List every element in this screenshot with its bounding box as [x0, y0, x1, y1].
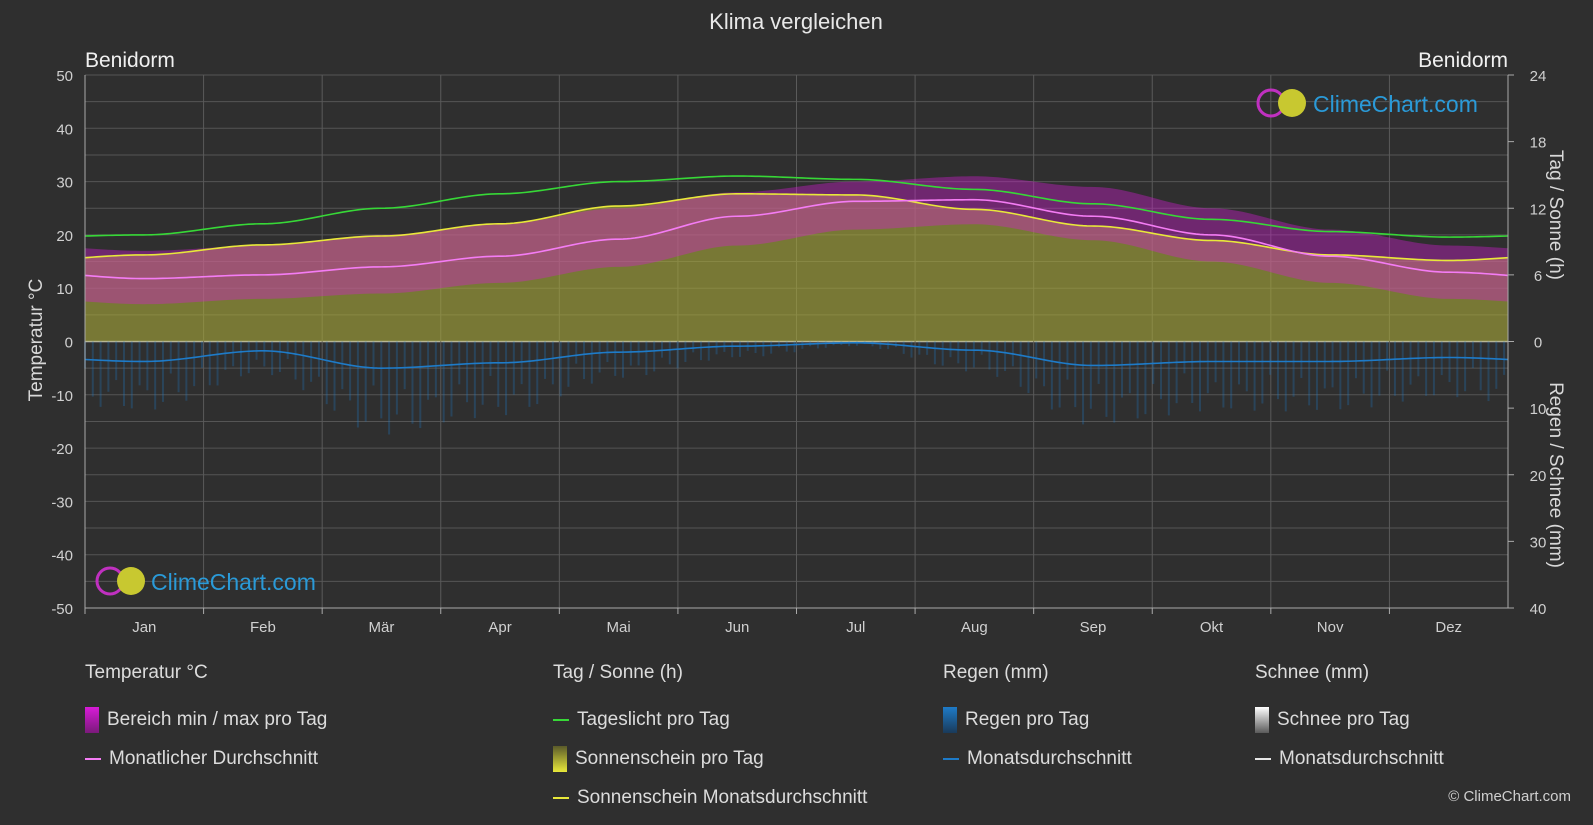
right-axis-label-top: Tag / Sonne (h): [1545, 150, 1566, 280]
sunshine-swatch-icon: [553, 745, 567, 772]
legend-sunshine-avg: Sonnenschein Monatsdurchschnitt: [553, 778, 867, 817]
watermark-text-top: ClimeChart.com: [1313, 91, 1478, 117]
snow-swatch-icon: [1255, 706, 1269, 733]
line-swatch-icon: [553, 718, 569, 721]
right-tick-label-rain: 10: [1530, 401, 1547, 418]
area-fills: [85, 176, 1508, 342]
legend-snow-avg-label: Monatsdurchschnitt: [1279, 747, 1444, 769]
right-tick-label-rain: 20: [1530, 468, 1547, 485]
climate-chart: Klima vergleichen Benidorm Benidorm 50 40…: [26, 9, 1566, 636]
right-tick-label-rain: 40: [1530, 601, 1547, 618]
month-label: Jun: [725, 619, 749, 636]
watermark-bottom: ClimeChart.com: [95, 566, 316, 596]
legend-temp-title: Temperatur °C: [85, 662, 208, 683]
daylight-line: [84, 175, 1509, 238]
legend-rain-day: Regen pro Tag: [943, 700, 1132, 739]
legend-rain-avg: Monatsdurchschnitt: [943, 739, 1132, 778]
sunshine-avg-line: [84, 193, 1509, 262]
axes: 50 40 30 20 10 0 -10 -20 -30 -40 -50 24 18 12 6 0 10 20 30…: [51, 68, 1546, 636]
left-tick-label: 50: [56, 68, 73, 85]
legend-snow-day-label: Schnee pro Tag: [1277, 708, 1410, 730]
legend-sunshine: Sonnenschein pro Tag: [553, 739, 867, 778]
right-tick-label-hours: 18: [1530, 135, 1547, 152]
month-label: Apr: [488, 619, 511, 636]
right-tick-label-hours: 0: [1534, 335, 1542, 352]
right-tick-label-hours: 6: [1534, 268, 1542, 285]
left-tick-label: 0: [65, 335, 73, 352]
left-tick-label: -20: [51, 441, 73, 458]
legend-daylight-label: Tageslicht pro Tag: [577, 708, 730, 730]
left-tick-label: 20: [56, 228, 73, 245]
line-swatch-icon: [553, 796, 569, 799]
legend-temp-range-label: Bereich min / max pro Tag: [107, 708, 328, 730]
legend-temp-avg: Monatlicher Durchschnitt: [85, 739, 327, 778]
legend-temp-range: Bereich min / max pro Tag: [85, 700, 327, 739]
temp-range-band: [85, 176, 1508, 305]
month-label: Mai: [607, 619, 631, 636]
line-swatch-icon: [1255, 757, 1271, 760]
right-tick-label-rain: 30: [1530, 534, 1547, 551]
legend-rain-title: Regen (mm): [943, 662, 1049, 683]
legend-sun: Tag / Sonne (h) Tageslicht pro Tag Sonne…: [553, 662, 867, 817]
month-label: Okt: [1200, 619, 1224, 636]
right-tick-label-hours: 24: [1530, 68, 1547, 85]
month-label: Feb: [250, 619, 276, 636]
legend-snow-day: Schnee pro Tag: [1255, 700, 1444, 739]
legend-daylight: Tageslicht pro Tag: [553, 700, 867, 739]
month-label: Dez: [1435, 619, 1462, 636]
right-tick-label-hours: 12: [1530, 201, 1547, 218]
legend-temperature: Temperatur °C Bereich min / max pro Tag …: [85, 662, 327, 778]
month-label: Jul: [846, 619, 865, 636]
legend-sunshine-label: Sonnenschein pro Tag: [575, 747, 764, 769]
copyright: © ClimeChart.com: [1448, 788, 1571, 805]
legend-snow: Schnee (mm) Schnee pro Tag Monatsdurchsc…: [1255, 662, 1444, 778]
legend-snow-title: Schnee (mm): [1255, 662, 1370, 683]
sunshine-area: [85, 193, 1508, 342]
left-tick-label: -10: [51, 388, 73, 405]
legend-rain-day-label: Regen pro Tag: [965, 708, 1090, 730]
month-label: Nov: [1317, 619, 1344, 636]
right-axis-label-bottom: Regen / Schnee (mm): [1545, 382, 1566, 568]
left-tick-label: -30: [51, 494, 73, 511]
location-right: Benidorm: [1418, 49, 1508, 72]
range-swatch-icon: [85, 706, 99, 733]
watermark-text-bottom: ClimeChart.com: [151, 569, 316, 595]
line-swatch-icon: [943, 757, 959, 760]
legend-temp-avg-label: Monatlicher Durchschnitt: [109, 747, 319, 769]
chart-title: Klima vergleichen: [709, 9, 883, 34]
location-left: Benidorm: [85, 49, 175, 72]
series-lines: [84, 175, 1509, 369]
month-label: Mär: [369, 619, 395, 636]
left-tick-label: 30: [56, 175, 73, 192]
legend-sun-title: Tag / Sonne (h): [553, 662, 683, 683]
left-tick-label: -50: [51, 601, 73, 618]
month-label: Aug: [961, 619, 988, 636]
left-tick-label: 40: [56, 121, 73, 138]
legend-rain-avg-label: Monatsdurchschnitt: [967, 747, 1132, 769]
watermark-top: ClimeChart.com: [1256, 88, 1478, 118]
legend-sunshine-avg-label: Sonnenschein Monatsdurchschnitt: [577, 786, 868, 808]
temp-avg-line: [84, 198, 1509, 280]
rain-swatch-icon: [943, 706, 957, 733]
month-label: Jan: [132, 619, 156, 636]
line-swatch-icon: [85, 757, 101, 760]
left-tick-label: -40: [51, 548, 73, 565]
month-label: Sep: [1080, 619, 1107, 636]
rain-avg-line: [84, 342, 1509, 369]
left-tick-label: 10: [56, 281, 73, 298]
legend-snow-avg: Monatsdurchschnitt: [1255, 739, 1444, 778]
left-axis-label: Temperatur °C: [26, 279, 47, 402]
legend-rain: Regen (mm) Regen pro Tag Monatsdurchschn…: [943, 662, 1132, 778]
